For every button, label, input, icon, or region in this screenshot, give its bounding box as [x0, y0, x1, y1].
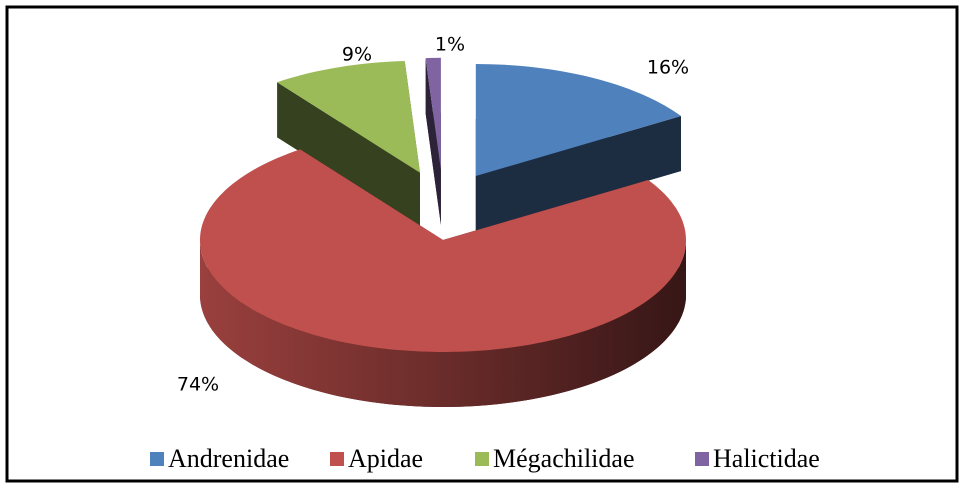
pie-slice [277, 61, 420, 228]
slice-side [200, 240, 686, 407]
pie-slice [200, 149, 686, 407]
legend-label: Andrenidae [168, 444, 289, 473]
slice-wall [277, 82, 420, 228]
legend-swatch [150, 452, 164, 466]
slice-wall [475, 116, 681, 231]
legend-swatch [475, 452, 489, 466]
data-label: 16% [647, 57, 689, 79]
data-label: 9% [342, 44, 372, 66]
legend-label: Halictidae [713, 444, 820, 473]
pie-slice [475, 64, 681, 231]
legend-label: Apidae [348, 444, 423, 473]
data-label: 1% [435, 34, 465, 56]
slice-top [277, 61, 420, 173]
slice-top [200, 149, 686, 352]
legend-swatch [695, 452, 709, 466]
pie-slice [425, 57, 441, 225]
legend-label: Mégachilidae [493, 444, 635, 473]
legend-swatch [330, 452, 344, 466]
data-label: 74% [177, 374, 219, 396]
slice-top [425, 57, 441, 170]
slice-wall [425, 58, 441, 225]
slice-top [475, 64, 681, 176]
